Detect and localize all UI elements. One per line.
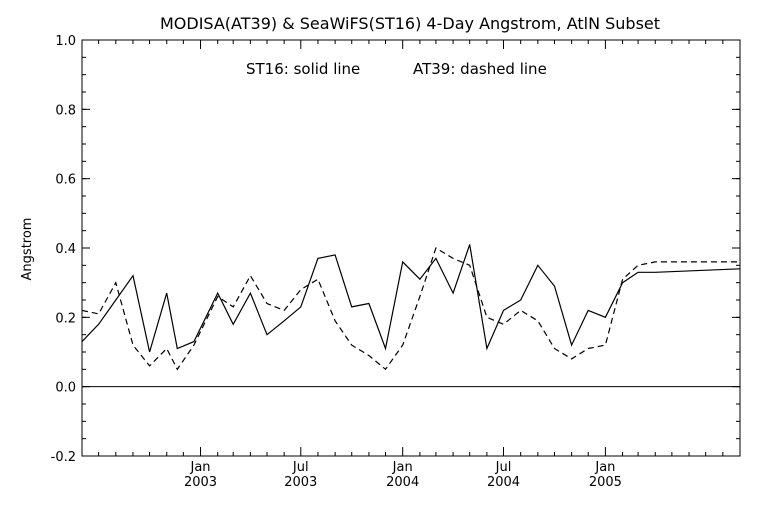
chart-title: MODISA(AT39) & SeaWiFS(ST16) 4-Day Angst…: [160, 14, 660, 33]
y-tick-label: -0.2: [51, 450, 76, 465]
y-tick-label: 0.8: [55, 103, 76, 118]
y-axis-label: Angstrom: [20, 218, 35, 281]
y-tick-label: 0.0: [55, 381, 76, 396]
x-tick-label-year: 2003: [284, 475, 317, 490]
series-line-at39: [81, 247, 740, 371]
ticks-layer: -0.20.00.20.40.60.81.0Jan2003Jul2003Jan2…: [51, 34, 740, 490]
series-layer: [81, 244, 741, 371]
y-tick-label: 1.0: [55, 34, 76, 49]
legend-note-at39: AT39: dashed line: [413, 60, 547, 78]
x-tick-label-year: 2005: [589, 475, 622, 490]
y-tick-label: 0.6: [55, 173, 76, 188]
series-line-st16: [81, 244, 741, 353]
x-tick-label-month: Jan: [190, 460, 211, 475]
x-tick-label-year: 2004: [487, 475, 520, 490]
legend-note-st16: ST16: solid line: [246, 60, 360, 78]
x-tick-label-year: 2004: [386, 475, 419, 490]
x-tick-label-month: Jul: [292, 460, 309, 475]
x-tick-label-month: Jul: [495, 460, 512, 475]
x-tick-label-month: Jan: [594, 460, 615, 475]
y-tick-label: 0.4: [55, 242, 76, 257]
y-tick-label: 0.2: [55, 311, 76, 326]
x-tick-label-month: Jan: [392, 460, 413, 475]
plot-frame: [81, 39, 741, 457]
x-tick-label-year: 2003: [184, 475, 217, 490]
